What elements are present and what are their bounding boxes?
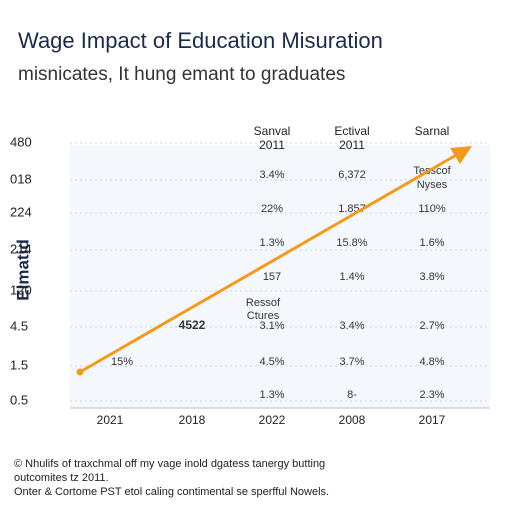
arrow-start bbox=[76, 368, 84, 376]
table-cell: 4.5% bbox=[259, 356, 284, 368]
column-header: Ectival bbox=[334, 124, 369, 138]
title: Wage Impact of Education Misuration bbox=[18, 28, 383, 53]
plot-area bbox=[70, 145, 490, 408]
table-cell: 2.7% bbox=[419, 320, 444, 332]
x-label: 2022 bbox=[259, 413, 286, 427]
trend-arrow bbox=[79, 152, 459, 374]
annotation: Ressof bbox=[246, 297, 281, 309]
y-label: 214 bbox=[10, 241, 32, 256]
column-header: Sanval bbox=[254, 124, 291, 138]
x-label: 2021 bbox=[97, 413, 124, 427]
column-header: Sarnal bbox=[415, 124, 450, 138]
y-label: 0.5 bbox=[10, 392, 28, 407]
table-cell: 15.8% bbox=[336, 237, 367, 249]
table-cell: 2.3% bbox=[419, 389, 444, 401]
table-cell: 4.8% bbox=[419, 356, 444, 368]
column-header: 2011 bbox=[339, 138, 365, 152]
table-cell: 1.3% bbox=[259, 237, 284, 249]
subtitle: misnicates, It hung emant to graduates bbox=[18, 64, 345, 85]
table-cell: 3.4% bbox=[259, 169, 284, 181]
y-label: 120 bbox=[10, 282, 32, 297]
table-cell: 3.4% bbox=[339, 320, 364, 332]
footnote: Onter & Cortome PST etol caling contimen… bbox=[14, 486, 329, 498]
y-label: 480 bbox=[10, 134, 32, 149]
y-label: 224 bbox=[10, 204, 32, 219]
arrow-head bbox=[450, 146, 472, 164]
table-cell: 22% bbox=[261, 203, 283, 215]
y-label: 1.5 bbox=[10, 357, 28, 372]
x-label: 2017 bbox=[419, 413, 446, 427]
x-label: 2008 bbox=[339, 413, 366, 427]
y-axis-title: Elmatid bbox=[13, 239, 32, 300]
table-cell: 3.1% bbox=[259, 320, 284, 332]
table-cell: 1.4% bbox=[339, 271, 364, 283]
table-cell: 1.3% bbox=[259, 389, 284, 401]
x-label: 2018 bbox=[179, 413, 206, 427]
footnote: outcomites tz 2011. bbox=[14, 472, 109, 484]
annotation-value: 4522 bbox=[179, 318, 206, 332]
annotation-start: 15% bbox=[111, 356, 133, 368]
table-cell: 110% bbox=[418, 203, 446, 215]
footnote: © Nhulifs of traxchmal off my vage inold… bbox=[14, 458, 325, 470]
table-cell: 8- bbox=[347, 389, 357, 401]
column-header: 2011 bbox=[259, 138, 285, 152]
annotation: Ctures bbox=[247, 310, 280, 322]
table-cell: 157 bbox=[263, 271, 281, 283]
table-cell: 3.8% bbox=[419, 271, 444, 283]
y-label: 4.5 bbox=[10, 318, 28, 333]
table-cell: 3.7% bbox=[339, 356, 364, 368]
table-cell: 6,372 bbox=[338, 169, 366, 181]
table-cell: 1.6% bbox=[419, 237, 444, 249]
y-label: 018 bbox=[10, 171, 32, 186]
